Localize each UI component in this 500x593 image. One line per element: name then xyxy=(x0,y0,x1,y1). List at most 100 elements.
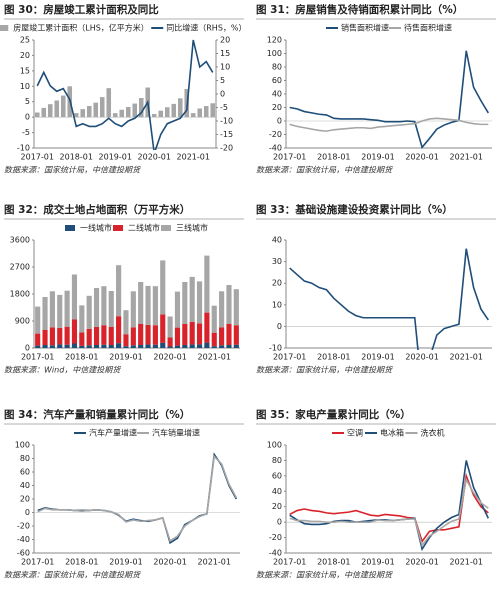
y2-tick-label: 10 xyxy=(220,63,230,72)
bar xyxy=(47,104,53,118)
x-tick-label: 2019-01 xyxy=(109,353,142,362)
bar xyxy=(112,113,118,118)
x-tick-label: 2021-01 xyxy=(450,353,483,362)
bar xyxy=(233,325,239,345)
bar xyxy=(196,344,203,348)
legend-swatch xyxy=(0,25,9,31)
y-tick-label: 0 xyxy=(25,344,30,353)
source-note: 数据来源：国家统计局，中信建投期货 xyxy=(4,571,141,580)
y-tick-label: 40 xyxy=(20,481,30,490)
bar xyxy=(49,345,55,348)
bar xyxy=(226,324,232,345)
chart-title: 图 30：房屋竣工累计面积及同比 xyxy=(4,3,159,16)
y-tick-label: 20 xyxy=(272,502,282,511)
y-tick-label: 20 xyxy=(272,279,282,288)
x-tick-label: 2020-01 xyxy=(405,558,438,567)
y-tick-label: 10 xyxy=(272,300,282,309)
line xyxy=(289,477,489,548)
x-tick-label: 2017-01 xyxy=(273,153,306,162)
chart-title: 图 32：成交土地占地面积（万平方米） xyxy=(4,203,190,216)
y-tick-label: 10 xyxy=(20,82,30,91)
bar xyxy=(152,344,158,348)
bar xyxy=(211,332,217,347)
bar xyxy=(130,327,136,346)
bar xyxy=(167,346,173,348)
bar xyxy=(196,323,203,345)
y-tick-label: 0 xyxy=(277,518,282,527)
source-note: 数据来源：国家统计局，中信建投期货 xyxy=(256,366,393,375)
bar xyxy=(174,291,181,328)
bar xyxy=(71,274,78,320)
y2-tick-label: 0 xyxy=(220,90,225,99)
bar xyxy=(71,343,78,348)
x-tick-label: 2018-01 xyxy=(317,353,350,362)
source-note: 数据来源：国家统计局，中信建投期货 xyxy=(4,166,141,175)
x-tick-label: 2017-01 xyxy=(21,353,54,362)
y-tick-label: 0 xyxy=(25,113,30,122)
bar xyxy=(49,291,55,328)
bar xyxy=(138,98,144,118)
line xyxy=(37,454,238,543)
legend-label: 同比增速（RHS，%） xyxy=(166,23,246,33)
y-tick-label: 60 xyxy=(20,468,30,477)
bar xyxy=(116,265,122,317)
legend-label: 待售面积增速 xyxy=(404,23,452,33)
bar xyxy=(189,344,195,348)
x-tick-label: 2018-01 xyxy=(317,153,350,162)
legend-swatch xyxy=(113,225,123,231)
y-tick-label: -20 xyxy=(269,533,282,542)
y2-tick-label: 5 xyxy=(220,76,225,85)
bar xyxy=(64,326,70,345)
bar xyxy=(35,333,41,346)
legend-label: 电冰箱 xyxy=(380,428,404,438)
y-tick-label: 80 xyxy=(20,454,30,463)
x-tick-label: 2021-01 xyxy=(198,558,231,567)
bar xyxy=(182,324,188,345)
bar xyxy=(99,97,105,118)
bar xyxy=(108,327,114,345)
bar xyxy=(86,328,92,346)
bar xyxy=(158,110,164,118)
bar xyxy=(160,260,166,315)
y-tick-label: 20 xyxy=(20,51,30,60)
y-tick-label: 25 xyxy=(20,36,30,45)
x-tick-label: 2021-01 xyxy=(450,558,483,567)
y-tick-label: -40 xyxy=(17,535,30,544)
bar xyxy=(101,325,107,345)
source-note: 数据来源：国家统计局，中信建投期货 xyxy=(256,571,393,580)
y-tick-label: 80 xyxy=(272,456,282,465)
bar xyxy=(57,294,63,328)
x-tick-label: 2020-01 xyxy=(405,353,438,362)
bar xyxy=(145,285,151,325)
y-tick-label: -40 xyxy=(269,549,282,558)
bar xyxy=(210,103,216,118)
bar xyxy=(42,297,48,330)
source-note: 数据来源：Wind，中信建投期货 xyxy=(4,366,121,375)
y-tick-label: -5 xyxy=(22,128,30,137)
bar xyxy=(34,112,40,118)
bar xyxy=(219,327,225,346)
bar xyxy=(86,345,92,348)
bar xyxy=(145,324,151,345)
y-tick-label: 0 xyxy=(25,508,30,517)
line xyxy=(289,472,489,544)
bar xyxy=(123,334,129,347)
bar xyxy=(204,255,210,313)
x-tick-label: 2020-01 xyxy=(138,153,171,162)
bar xyxy=(152,286,158,326)
bar xyxy=(233,344,239,348)
bar xyxy=(219,291,225,328)
bar xyxy=(93,327,100,345)
y-tick-label: 2700 xyxy=(10,263,30,272)
bar xyxy=(49,327,55,346)
x-tick-label: 2018-01 xyxy=(60,153,93,162)
y-tick-label: 900 xyxy=(15,317,30,326)
y-tick-label: 3600 xyxy=(10,236,30,245)
y2-tick-label: -15 xyxy=(220,130,233,139)
y-tick-label: 120 xyxy=(267,36,282,45)
legend-label: 汽车销量增速 xyxy=(152,428,200,438)
chart-title: 图 31：房屋销售及待销面积累计同比（%） xyxy=(256,3,463,16)
bar xyxy=(160,342,166,348)
line xyxy=(37,452,238,545)
y2-tick-label: 15 xyxy=(220,49,230,58)
